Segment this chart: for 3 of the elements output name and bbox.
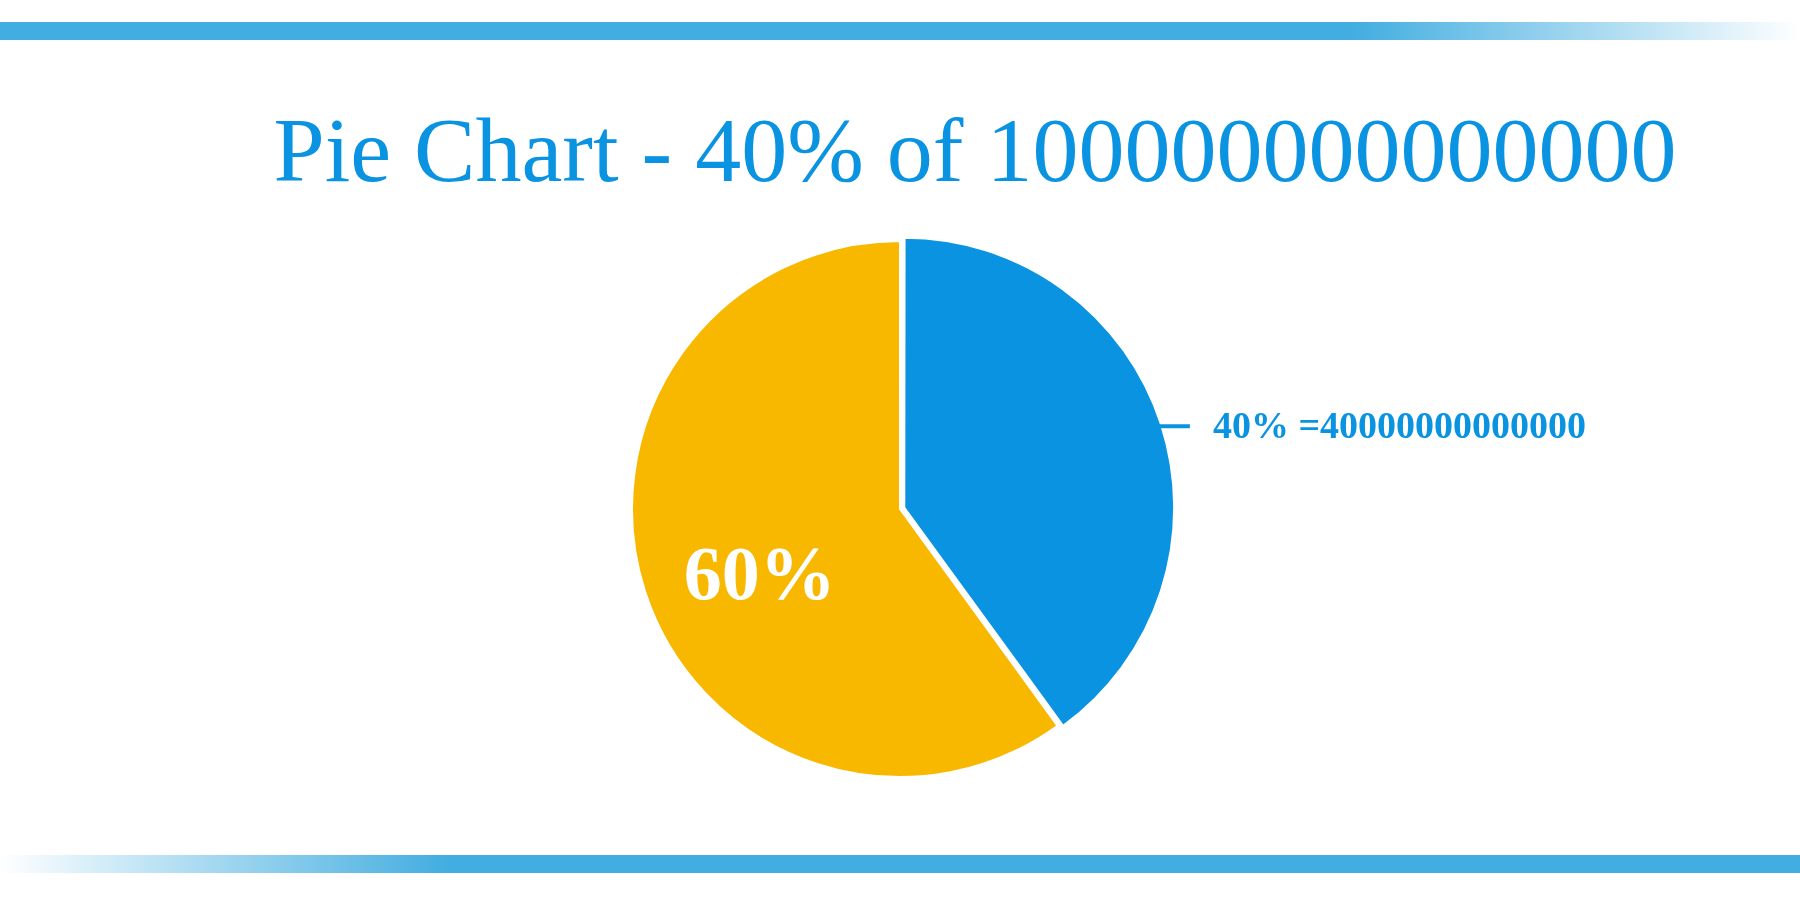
data-label: 60%: [683, 531, 836, 616]
chart-title: Pie Chart - 40% of 100000000000000: [272, 98, 1678, 203]
data-label: 40% =40000000000000: [1212, 404, 1587, 446]
